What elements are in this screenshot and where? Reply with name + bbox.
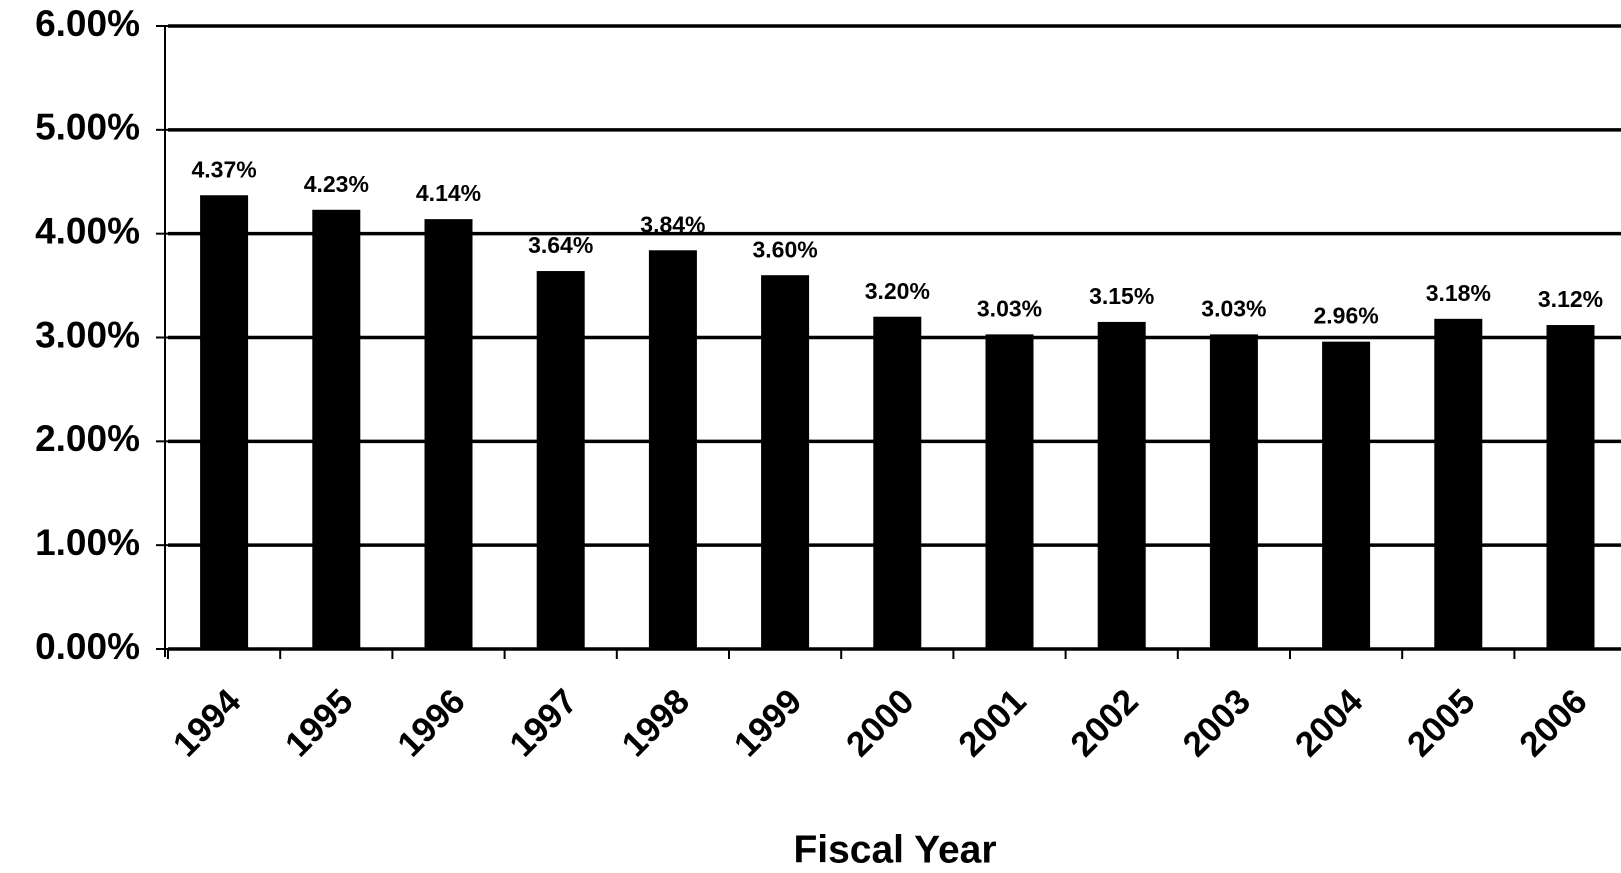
bar	[424, 219, 473, 649]
bar	[873, 316, 922, 649]
x-tick-label: 1997	[502, 682, 585, 765]
x-tick-label: 1999	[727, 682, 810, 765]
bar	[1097, 321, 1146, 649]
value-label: 3.03%	[977, 295, 1042, 321]
value-label: 3.03%	[1201, 295, 1266, 321]
value-label: 4.23%	[304, 171, 369, 197]
y-tick-label: 0.00%	[35, 626, 140, 667]
y-tick-label: 6.00%	[35, 3, 140, 44]
bar	[200, 195, 249, 649]
value-label: 3.64%	[528, 232, 593, 258]
x-tick-label: 2003	[1175, 682, 1258, 765]
y-tick-label: 5.00%	[35, 107, 140, 148]
bar	[985, 334, 1034, 649]
bar	[761, 275, 810, 649]
value-label: 3.60%	[752, 236, 817, 262]
y-tick-label: 3.00%	[35, 314, 140, 355]
x-tick-label: 1995	[278, 682, 361, 765]
x-tick-label: 2002	[1063, 682, 1146, 765]
value-label: 4.14%	[416, 180, 481, 206]
value-label: 4.37%	[191, 156, 256, 182]
bar	[1209, 334, 1258, 649]
y-tick-label: 2.00%	[35, 418, 140, 459]
bar	[312, 209, 361, 649]
value-label: 3.18%	[1426, 280, 1491, 306]
value-label: 3.20%	[865, 278, 930, 304]
value-label: 2.96%	[1313, 303, 1378, 329]
bar	[1546, 325, 1595, 649]
value-label: 3.84%	[640, 211, 705, 237]
x-tick-label: 2006	[1512, 682, 1595, 765]
x-tick-label: 2005	[1400, 682, 1483, 765]
bar	[1322, 341, 1371, 649]
bar	[1434, 318, 1483, 649]
y-tick-label: 4.00%	[35, 210, 140, 251]
x-tick-label: 1998	[614, 682, 697, 765]
x-tick-label: 2000	[839, 682, 922, 765]
y-tick-label: 1.00%	[35, 522, 140, 563]
x-tick-label: 1994	[166, 681, 249, 764]
x-tick-label: 2004	[1288, 681, 1371, 764]
bar	[536, 271, 585, 649]
value-label: 3.15%	[1089, 283, 1154, 309]
value-label: 3.12%	[1538, 286, 1603, 312]
x-tick-label: 2001	[951, 682, 1034, 765]
x-axis-label: Fiscal Year	[793, 828, 996, 871]
x-tick-label: 1996	[390, 682, 473, 765]
bar	[648, 250, 697, 649]
